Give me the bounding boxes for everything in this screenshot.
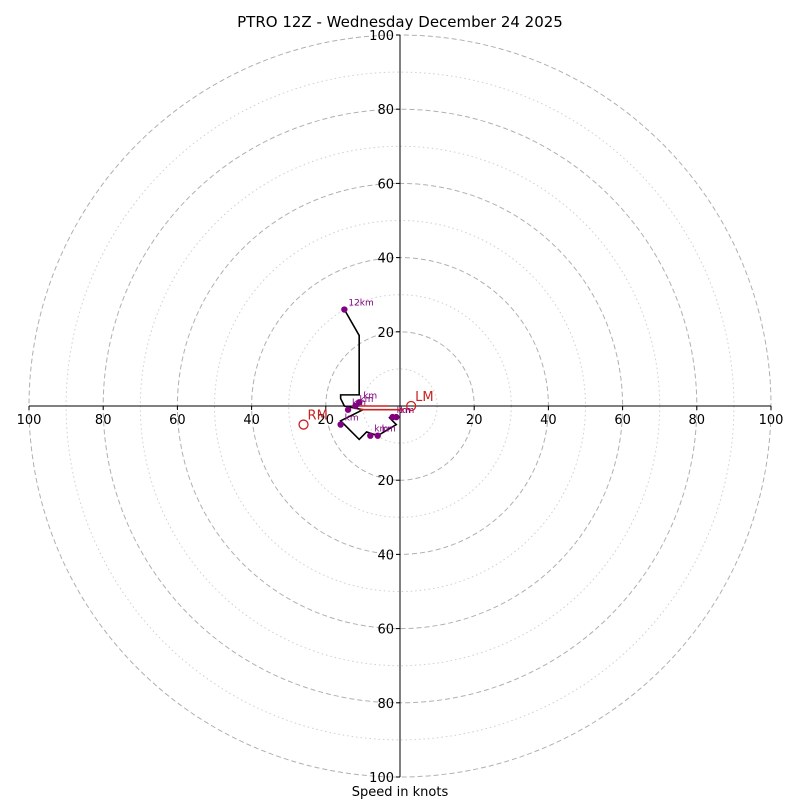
tick-label: 60 bbox=[614, 413, 631, 428]
hodograph-trace: kmkmkmkmkmkmkmkm12km bbox=[337, 299, 414, 441]
axes bbox=[29, 35, 771, 777]
height-point-label: km bbox=[374, 425, 388, 435]
storm-motion-marker bbox=[405, 400, 417, 412]
tick-label: 100 bbox=[17, 413, 42, 428]
tick-label: 100 bbox=[369, 29, 394, 44]
height-point-label: km bbox=[400, 406, 414, 416]
height-point-label: km bbox=[397, 406, 411, 416]
storm-motion-label: LM bbox=[415, 390, 433, 405]
height-point-label: km bbox=[363, 391, 377, 401]
tick-label: 80 bbox=[95, 413, 112, 428]
tick-label: 60 bbox=[377, 623, 394, 638]
height-point-label: km bbox=[359, 395, 373, 405]
tick-label: 20 bbox=[377, 474, 394, 489]
tick-label: 100 bbox=[369, 771, 394, 786]
tick-label: 40 bbox=[540, 413, 557, 428]
tick-labels: 100 80 60 40 20 20 40 60 80 100 100 80 60 40 20 20 40 60 8… bbox=[17, 29, 784, 786]
tick-label: 40 bbox=[377, 548, 394, 563]
height-point-label: km bbox=[382, 425, 396, 435]
storm-motion-label: RM bbox=[308, 409, 328, 424]
tick-label: 40 bbox=[377, 252, 394, 267]
tick-label: 80 bbox=[377, 103, 394, 118]
tick-label: 40 bbox=[243, 413, 260, 428]
tick-label: 20 bbox=[318, 413, 335, 428]
height-point bbox=[344, 406, 352, 413]
storm-motion: RM LM bbox=[298, 390, 434, 430]
storm-motion-marker bbox=[298, 419, 309, 430]
height-point bbox=[341, 306, 348, 313]
height-point bbox=[389, 413, 396, 421]
tick-label: 80 bbox=[377, 697, 394, 712]
height-point-label: km bbox=[345, 414, 359, 424]
height-point bbox=[374, 432, 381, 439]
height-point bbox=[337, 421, 344, 428]
height-point-label: 12km bbox=[348, 299, 373, 309]
tick-label: 80 bbox=[689, 413, 706, 428]
height-point bbox=[355, 399, 363, 406]
tick-label: 100 bbox=[759, 413, 784, 428]
tick-label: 60 bbox=[377, 177, 394, 192]
tick-label: 60 bbox=[169, 413, 186, 428]
chart-title: PTRO 12Z - Wednesday December 24 2025 bbox=[237, 13, 563, 31]
x-axis-label: Speed in knots bbox=[352, 785, 449, 800]
tick-label: 20 bbox=[377, 326, 394, 341]
tick-label: 20 bbox=[466, 413, 483, 428]
height-point bbox=[367, 432, 374, 439]
